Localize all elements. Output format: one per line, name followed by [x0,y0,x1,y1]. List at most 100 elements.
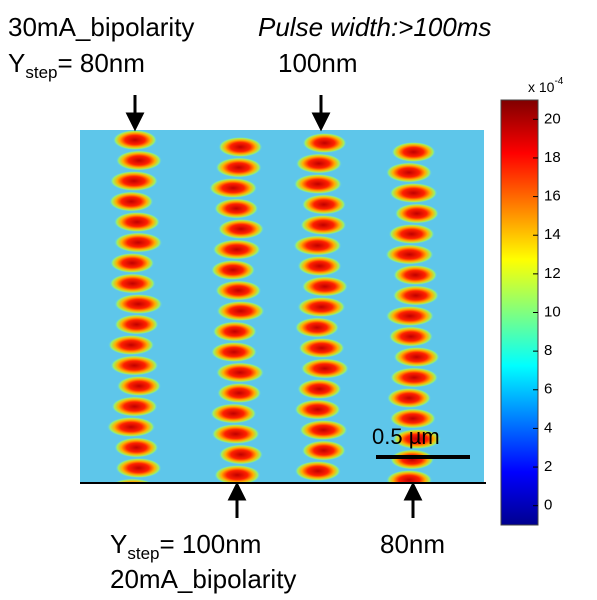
domain-blob [394,203,439,224]
domain-blob [216,362,265,383]
domain-blob [300,358,349,379]
y-symbol: Y [8,48,25,78]
ystep-value: = 100nm [159,529,261,559]
scale-bar-label: 0.5 µm [372,424,440,449]
domain-blob [114,437,159,458]
domain-blob [385,306,434,326]
colorbar [500,99,539,526]
domain-blob [212,239,261,260]
domain-blob [302,133,347,153]
domain-blob [218,137,263,157]
colorbar-tick-label: 12 [544,265,561,282]
domain-blob [297,256,342,276]
domain-blob [217,219,264,239]
subscript: step [127,544,159,563]
domain-blob [108,335,155,355]
domain-blob [209,178,258,198]
y-symbol: Y [110,529,127,559]
colorbar-tick-label: 4 [544,419,552,436]
domain-blob [301,276,348,297]
domain-blob [218,444,263,465]
domain-blob [214,198,259,219]
domain-blob [390,367,439,388]
domain-blob [295,153,342,174]
domain-blob [115,150,162,171]
domain-blob [297,379,342,399]
domain-blob [392,429,441,449]
domain-blob [299,420,348,440]
domain-blob [387,388,432,408]
exponent: -4 [554,76,563,87]
domain-blob [110,253,155,273]
domain-blob [393,265,438,285]
domain-blob [293,235,342,256]
domain-blob [386,470,433,483]
colorbar-multiplier: x 10-4 [528,76,564,95]
domain-blob [386,162,433,183]
mfm-image [80,130,484,483]
domain-blob [388,224,435,244]
domain-blob [216,301,265,321]
domain-blob [115,458,162,478]
domain-blob [393,347,440,367]
ystep-bottom: Ystep= 100nm [110,529,261,563]
domain-blob [297,297,346,317]
domain-blob [295,317,340,338]
domain-blob [109,171,158,191]
colorbar-tick-label: 0 [544,497,552,514]
colorbar-tick-label: 16 [544,188,561,205]
subscript: step [25,63,57,82]
domain-blob [390,449,435,470]
domain-blob [298,338,345,358]
arrows [125,95,423,518]
domain-blob [212,321,257,342]
colorbar-tick-label: 6 [544,381,552,398]
domain-blob [385,244,434,265]
domain-blob [294,399,341,420]
domain-blob [389,183,438,203]
domain-blob [217,383,262,403]
colorbar-tick-label: 2 [544,458,552,475]
pulse-width: Pulse width:>100ms [258,12,491,42]
domain-blob [300,215,347,235]
domain-blob [214,465,261,483]
domain-blob [116,376,161,396]
domain-blob [211,424,260,444]
domain-blob [293,174,342,194]
right-bottom: 80nm [380,529,445,559]
domain-blob [301,194,346,215]
multiplier: x 10 [528,79,555,95]
domain-blob [110,355,159,376]
domain-blob [109,191,154,212]
colorbar-tick-label: 14 [544,226,561,243]
domain-blob [107,417,156,437]
domain-blob [389,408,436,429]
domain-blob [111,396,158,417]
ystep-value: = 80nm [57,48,144,78]
domain-blob [211,260,256,280]
domain-blob [113,212,160,232]
domain-blob [210,403,257,424]
colorbar-tick-label: 8 [544,342,552,359]
domain-blob [301,440,346,461]
domain-blob [114,294,163,314]
current-bottom: 20mA_bipolarity [110,564,296,594]
domain-blob [114,232,163,253]
domain-blob [306,481,332,483]
domain-blob [392,285,439,306]
colorbar-tick-label: 18 [544,149,561,166]
domain-blob [391,142,436,162]
domain-blob [294,461,341,481]
domain-blob [210,342,257,362]
colorbar-tick-label: 10 [544,303,561,320]
right-top: 100nm [278,48,358,78]
domain-blob [114,314,159,335]
domain-blob [109,273,156,294]
domain-blob [215,157,262,178]
colorbar-tick-label: 20 [544,110,561,127]
domain-blob [388,326,433,347]
domain-blob [112,478,153,483]
ystep-top: Ystep= 80nm [8,48,145,82]
domain-blob [113,130,157,150]
